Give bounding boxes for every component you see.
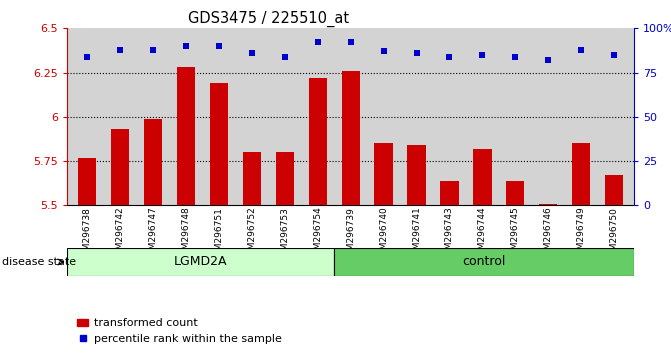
Bar [440, 181, 458, 205]
Point [279, 54, 290, 59]
Bar [474, 149, 492, 205]
Bar [507, 181, 525, 205]
Point [378, 48, 389, 54]
Bar [334, 248, 634, 276]
Text: disease state: disease state [2, 257, 76, 267]
Bar [572, 143, 590, 205]
Bar [243, 152, 261, 205]
Bar [144, 119, 162, 205]
Legend: transformed count, percentile rank within the sample: transformed count, percentile rank withi… [72, 314, 286, 348]
Bar [605, 175, 623, 205]
Bar [342, 71, 360, 205]
Bar [407, 145, 425, 205]
Point [115, 47, 125, 52]
Bar [78, 158, 96, 205]
Point [180, 43, 191, 49]
Bar [276, 152, 294, 205]
Point [148, 47, 158, 52]
Point [576, 47, 586, 52]
Bar [539, 204, 558, 205]
Point [609, 52, 620, 58]
Bar [309, 78, 327, 205]
Point [213, 43, 224, 49]
Point [477, 52, 488, 58]
Bar [176, 67, 195, 205]
Point [543, 57, 554, 63]
Text: control: control [462, 256, 506, 268]
Text: GDS3475 / 225510_at: GDS3475 / 225510_at [188, 11, 349, 27]
Point [246, 50, 257, 56]
Bar [67, 248, 334, 276]
Text: LGMD2A: LGMD2A [174, 256, 227, 268]
Bar [111, 129, 129, 205]
Bar [209, 83, 227, 205]
Bar [374, 143, 393, 205]
Point [510, 54, 521, 59]
Point [81, 54, 92, 59]
Point [345, 40, 356, 45]
Point [411, 50, 422, 56]
Point [444, 54, 455, 59]
Point [312, 40, 323, 45]
